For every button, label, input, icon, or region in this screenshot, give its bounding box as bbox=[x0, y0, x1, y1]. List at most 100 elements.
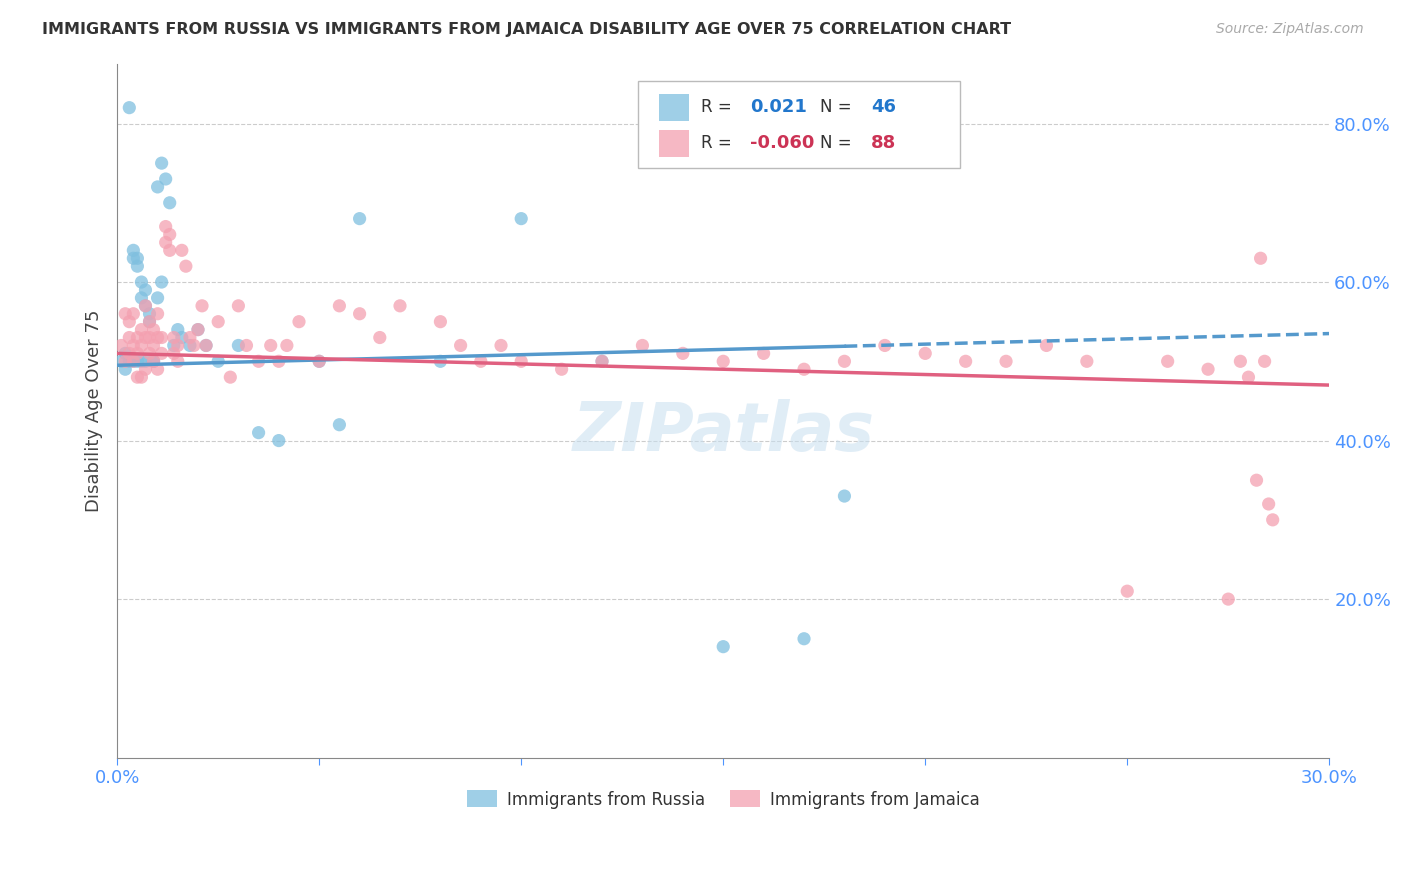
Point bbox=[308, 354, 330, 368]
Point bbox=[138, 315, 160, 329]
Text: 88: 88 bbox=[872, 134, 897, 153]
Point bbox=[550, 362, 572, 376]
Point bbox=[146, 291, 169, 305]
Point bbox=[195, 338, 218, 352]
Text: R =: R = bbox=[702, 98, 733, 116]
Point bbox=[1257, 497, 1279, 511]
Point bbox=[510, 354, 533, 368]
Point bbox=[150, 275, 173, 289]
Point bbox=[134, 362, 156, 376]
Point bbox=[142, 354, 165, 368]
Point bbox=[1197, 362, 1219, 376]
Point bbox=[131, 291, 153, 305]
Point bbox=[110, 338, 132, 352]
Legend: Immigrants from Russia, Immigrants from Jamaica: Immigrants from Russia, Immigrants from … bbox=[460, 784, 987, 815]
Point bbox=[288, 315, 311, 329]
Point bbox=[118, 346, 141, 360]
Point bbox=[155, 172, 177, 186]
Point bbox=[914, 346, 936, 360]
Point bbox=[834, 354, 856, 368]
Point bbox=[159, 227, 181, 242]
Point bbox=[489, 338, 512, 352]
Point bbox=[127, 259, 149, 273]
Text: N =: N = bbox=[820, 134, 852, 153]
Point bbox=[122, 252, 145, 266]
Point bbox=[170, 244, 193, 258]
Point bbox=[118, 330, 141, 344]
Point bbox=[146, 330, 169, 344]
Text: N =: N = bbox=[820, 98, 852, 116]
Point bbox=[146, 307, 169, 321]
Point bbox=[1246, 473, 1268, 487]
Point bbox=[793, 362, 815, 376]
Point bbox=[118, 354, 141, 368]
Point bbox=[207, 315, 229, 329]
Point bbox=[1250, 252, 1272, 266]
Point bbox=[187, 323, 209, 337]
Point bbox=[142, 354, 165, 368]
Point bbox=[450, 338, 472, 352]
Point bbox=[159, 195, 181, 210]
Point bbox=[510, 211, 533, 226]
Point bbox=[752, 346, 775, 360]
Point bbox=[834, 489, 856, 503]
Point bbox=[163, 330, 186, 344]
Point bbox=[155, 219, 177, 234]
Point bbox=[995, 354, 1018, 368]
Point bbox=[1229, 354, 1251, 368]
Point bbox=[328, 299, 350, 313]
Point bbox=[228, 338, 250, 352]
Point bbox=[122, 354, 145, 368]
Point bbox=[793, 632, 815, 646]
Point bbox=[134, 299, 156, 313]
Point bbox=[146, 180, 169, 194]
Point bbox=[110, 354, 132, 368]
Point bbox=[114, 307, 136, 321]
Point bbox=[127, 330, 149, 344]
Point bbox=[179, 330, 201, 344]
Point bbox=[1253, 354, 1275, 368]
Point bbox=[134, 299, 156, 313]
Point bbox=[166, 354, 188, 368]
Point bbox=[247, 425, 270, 440]
Point bbox=[276, 338, 298, 352]
Point bbox=[142, 354, 165, 368]
Point bbox=[163, 338, 186, 352]
Point bbox=[127, 370, 149, 384]
Point bbox=[122, 338, 145, 352]
Point bbox=[122, 307, 145, 321]
Point bbox=[470, 354, 492, 368]
Point bbox=[195, 338, 218, 352]
Point bbox=[146, 362, 169, 376]
Text: IMMIGRANTS FROM RUSSIA VS IMMIGRANTS FROM JAMAICA DISABILITY AGE OVER 75 CORRELA: IMMIGRANTS FROM RUSSIA VS IMMIGRANTS FRO… bbox=[42, 22, 1011, 37]
Point bbox=[114, 354, 136, 368]
Point bbox=[138, 315, 160, 329]
Point bbox=[159, 244, 181, 258]
Point bbox=[207, 354, 229, 368]
Text: Source: ZipAtlas.com: Source: ZipAtlas.com bbox=[1216, 22, 1364, 37]
Point bbox=[114, 362, 136, 376]
Point bbox=[166, 323, 188, 337]
Point bbox=[1261, 513, 1284, 527]
Point bbox=[183, 338, 205, 352]
Point bbox=[591, 354, 613, 368]
Point bbox=[131, 275, 153, 289]
Point bbox=[1076, 354, 1098, 368]
Point bbox=[368, 330, 391, 344]
Point bbox=[711, 354, 734, 368]
Point bbox=[955, 354, 977, 368]
Point bbox=[388, 299, 411, 313]
Point bbox=[150, 330, 173, 344]
Point bbox=[235, 338, 257, 352]
Text: 0.021: 0.021 bbox=[749, 98, 807, 116]
Point bbox=[267, 434, 290, 448]
Point bbox=[328, 417, 350, 432]
Point bbox=[1035, 338, 1057, 352]
Point bbox=[187, 323, 209, 337]
Point bbox=[1237, 370, 1260, 384]
Y-axis label: Disability Age Over 75: Disability Age Over 75 bbox=[86, 310, 103, 512]
Point bbox=[429, 315, 451, 329]
Point bbox=[873, 338, 896, 352]
Text: 46: 46 bbox=[872, 98, 896, 116]
Point bbox=[163, 346, 186, 360]
